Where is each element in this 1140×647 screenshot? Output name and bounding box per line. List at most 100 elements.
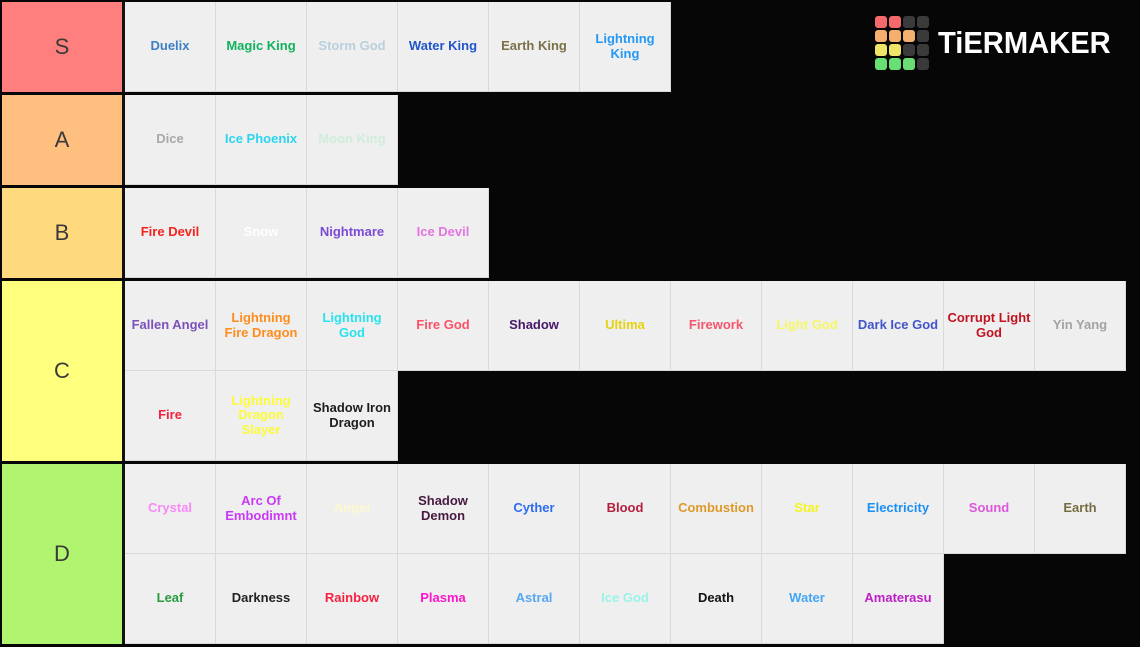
tier-item[interactable]: Lightning King bbox=[580, 2, 671, 92]
tier-item[interactable]: Water bbox=[762, 554, 853, 644]
tier-item[interactable]: Ice God bbox=[580, 554, 671, 644]
tier-item[interactable]: Shadow Iron Dragon bbox=[307, 371, 398, 461]
tier-item[interactable]: Death bbox=[671, 554, 762, 644]
tier-item[interactable]: Nightmare bbox=[307, 188, 398, 278]
tier-item[interactable]: Astral bbox=[489, 554, 580, 644]
tier-item-label: Nightmare bbox=[319, 224, 385, 240]
tier-item-label: Shadow bbox=[509, 317, 559, 333]
tier-item[interactable]: Ice Phoenix bbox=[216, 95, 307, 185]
tier-item[interactable]: Moon King bbox=[307, 95, 398, 185]
tier-label-a: A bbox=[2, 95, 125, 185]
tier-row-c: C Fallen Angel Lightning Fire Dragon Lightn… bbox=[2, 281, 1140, 461]
tier-item[interactable]: Crystal bbox=[125, 464, 216, 554]
tier-item[interactable]: Star bbox=[762, 464, 853, 554]
tier-item-label: Plasma bbox=[420, 590, 466, 606]
tier-item-label: Fire bbox=[158, 407, 182, 423]
tier-item-label: Angel bbox=[333, 500, 371, 516]
tier-item[interactable]: Electricity bbox=[853, 464, 944, 554]
tier-row-d: D Crystal Arc Of Embodimnt Angel Shadow Demo… bbox=[2, 464, 1140, 644]
tier-item[interactable]: Firework bbox=[671, 281, 762, 371]
tier-item-label: Darkness bbox=[231, 590, 291, 606]
tier-item-label: Leaf bbox=[156, 590, 184, 606]
tier-item-label: Rainbow bbox=[324, 590, 380, 606]
logo-grid-cell-red bbox=[889, 16, 902, 28]
tier-label-d: D bbox=[2, 464, 125, 644]
tier-items-c: Fallen Angel Lightning Fire Dragon Lightni… bbox=[125, 281, 1140, 461]
tier-item-label: Dark Ice God bbox=[857, 317, 939, 333]
logo-grid-cell-red bbox=[875, 16, 888, 28]
tier-item[interactable]: Leaf bbox=[125, 554, 216, 644]
tier-item[interactable]: Rainbow bbox=[307, 554, 398, 644]
tier-item-label: Earth King bbox=[501, 38, 567, 54]
tier-item[interactable]: Light God bbox=[762, 281, 853, 371]
tier-item-label: Water King bbox=[408, 38, 478, 54]
tiermaker-logo: TiERMAKER bbox=[875, 16, 1122, 70]
tier-item-label: Fallen Angel bbox=[131, 317, 209, 333]
tier-item[interactable]: Fallen Angel bbox=[125, 281, 216, 371]
tier-item-label: Fire God bbox=[416, 317, 470, 333]
tier-label-b: B bbox=[2, 188, 125, 278]
tiermaker-grid-icon bbox=[875, 16, 930, 70]
logo-grid-cell-dark bbox=[917, 30, 930, 42]
logo-grid-cell-yellow bbox=[875, 44, 888, 56]
tier-item-label: Electricity bbox=[866, 500, 930, 516]
tier-row-a: A Dice Ice Phoenix Moon King bbox=[2, 95, 1140, 185]
tier-item[interactable]: Fire Devil bbox=[125, 188, 216, 278]
tier-item[interactable]: Darkness bbox=[216, 554, 307, 644]
tier-item-label: Dice bbox=[156, 131, 184, 147]
tier-item-label: Snow bbox=[243, 224, 279, 240]
tier-item[interactable]: Storm God bbox=[307, 2, 398, 92]
tier-item[interactable]: Fire God bbox=[398, 281, 489, 371]
tier-item[interactable]: Dark Ice God bbox=[853, 281, 944, 371]
tier-item[interactable]: Snow bbox=[216, 188, 307, 278]
tier-item[interactable]: Corrupt Light God bbox=[944, 281, 1035, 371]
tier-item-label: Duelix bbox=[150, 38, 190, 54]
tier-label-c: C bbox=[2, 281, 125, 461]
tier-item-label: Earth bbox=[1063, 500, 1097, 516]
tier-item[interactable]: Ice Devil bbox=[398, 188, 489, 278]
tier-item-label: Blood bbox=[606, 500, 644, 516]
logo-grid-cell-dark bbox=[917, 44, 930, 56]
tier-item[interactable]: Dice bbox=[125, 95, 216, 185]
tier-item[interactable]: Arc Of Embodimnt bbox=[216, 464, 307, 554]
tier-items-a: Dice Ice Phoenix Moon King bbox=[125, 95, 1140, 185]
tier-item[interactable]: Fire bbox=[125, 371, 216, 461]
tier-item-label: Light God bbox=[776, 317, 838, 333]
tier-item[interactable]: Combustion bbox=[671, 464, 762, 554]
tier-item[interactable]: Cyther bbox=[489, 464, 580, 554]
tier-item-label: Astral bbox=[515, 590, 553, 606]
tier-item-label: Ice Phoenix bbox=[224, 131, 298, 147]
tier-item-label: Cyther bbox=[513, 500, 555, 516]
tier-item[interactable]: Blood bbox=[580, 464, 671, 554]
tier-item[interactable]: Ultima bbox=[580, 281, 671, 371]
tier-item[interactable]: Lightning Fire Dragon bbox=[216, 281, 307, 371]
logo-grid-cell-orange bbox=[903, 30, 916, 42]
tier-item[interactable]: Lightning Dragon Slayer bbox=[216, 371, 307, 461]
tier-item[interactable]: Plasma bbox=[398, 554, 489, 644]
tier-row-b: B Fire Devil Snow Nightmare Ice Devil bbox=[2, 188, 1140, 278]
tier-item[interactable]: Sound bbox=[944, 464, 1035, 554]
tier-item[interactable]: Lightning God bbox=[307, 281, 398, 371]
tier-item-label: Magic King bbox=[226, 38, 296, 54]
tier-item-label: Fire Devil bbox=[140, 224, 200, 240]
tier-item[interactable]: Shadow bbox=[489, 281, 580, 371]
tier-item[interactable]: Earth bbox=[1035, 464, 1126, 554]
tier-item[interactable]: Magic King bbox=[216, 2, 307, 92]
tier-item-label: Storm God bbox=[318, 38, 386, 54]
tier-item[interactable]: Angel bbox=[307, 464, 398, 554]
tier-item[interactable]: Yin Yang bbox=[1035, 281, 1126, 371]
tier-item-label: Amaterasu bbox=[864, 590, 932, 606]
tier-items-d: Crystal Arc Of Embodimnt Angel Shadow Demon… bbox=[125, 464, 1140, 644]
tier-item[interactable]: Earth King bbox=[489, 2, 580, 92]
tiermaker-logo-text: TiERMAKER bbox=[938, 25, 1111, 60]
logo-grid-cell-orange bbox=[875, 30, 888, 42]
tier-item[interactable]: Water King bbox=[398, 2, 489, 92]
tier-item-label: Yin Yang bbox=[1052, 317, 1108, 333]
tier-item[interactable]: Duelix bbox=[125, 2, 216, 92]
tier-item-label: Arc Of Embodimnt bbox=[225, 492, 297, 523]
logo-grid-cell-orange bbox=[889, 30, 902, 42]
tier-item[interactable]: Shadow Demon bbox=[398, 464, 489, 554]
tier-item-label: Corrupt Light God bbox=[947, 309, 1031, 340]
tier-item[interactable]: Amaterasu bbox=[853, 554, 944, 644]
